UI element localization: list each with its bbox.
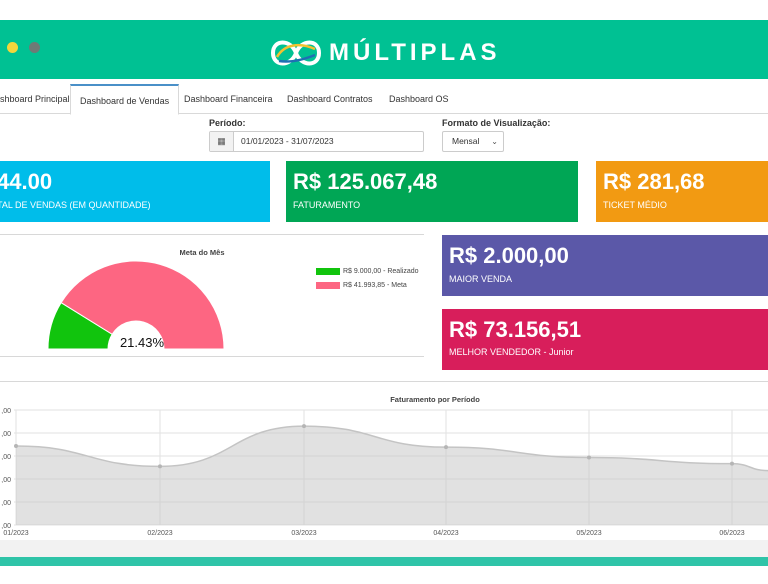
total-sales-caption: TAL DE VENDAS (EM QUANTIDADE)	[0, 200, 151, 210]
legend-label-realized: R$ 9.000,00 - Realizado	[343, 268, 419, 275]
revenue-caption: FATURAMENTO	[293, 200, 361, 210]
y-tick-label: ,00	[1, 523, 11, 530]
legend-label-goal: R$ 41.993,85 - Meta	[343, 282, 407, 289]
window-maximize-dot[interactable]	[29, 42, 40, 53]
gauge-title: Meta do Mês	[179, 248, 225, 257]
tab-dashboard-vendas[interactable]: Dashboard de Vendas	[70, 84, 180, 115]
tab-dashboard-contratos[interactable]: Dashboard Contratos	[287, 94, 373, 104]
y-tick-label: ,00	[1, 431, 11, 438]
calendar-icon[interactable]: ▦	[210, 132, 234, 151]
footer-strip	[0, 540, 768, 557]
y-tick-label: ,00	[1, 408, 11, 415]
tab-dashboard-financeira[interactable]: Dashboard Financeira	[184, 94, 273, 104]
brand-logo: MÚLTIPLAS	[265, 33, 505, 73]
brand-name: MÚLTIPLAS	[329, 39, 501, 66]
ticket-value: R$ 281,68	[603, 169, 705, 194]
dashboard-tabs: ashboard Principal Dashboard de Vendas D…	[0, 84, 768, 115]
goal-gauge-chart: 21.43%	[47, 260, 225, 350]
data-point-03/2023	[302, 424, 306, 429]
biggest-sale-value: R$ 2.000,00	[449, 243, 569, 268]
revenue-panel-top-border	[0, 381, 768, 382]
x-tick-label: 05/2023	[576, 530, 601, 537]
data-point-04/2023	[444, 445, 448, 450]
format-label: Formato de Visualização:	[442, 118, 551, 128]
gauge-panel-top-border	[0, 234, 424, 235]
data-point-02/2023	[158, 464, 162, 469]
data-point-06/2023	[730, 461, 734, 466]
x-tick-label: 04/2023	[433, 530, 458, 537]
chevron-down-icon: ⌄	[491, 137, 498, 146]
legend-swatch-goal	[316, 282, 340, 289]
total-sales-value: 44.00	[0, 169, 53, 194]
biggest-sale-caption: MAIOR VENDA	[449, 274, 513, 284]
window-minimize-dot[interactable]	[7, 42, 18, 53]
revenue-value: R$ 125.067,48	[293, 169, 438, 194]
tab-dashboard-os[interactable]: Dashboard OS	[389, 94, 449, 104]
y-tick-label: ,00	[1, 500, 11, 507]
revenue-chart-title: Faturamento por Período	[390, 395, 480, 404]
footer-bar	[0, 557, 768, 566]
gauge-slice-1	[60, 260, 225, 350]
x-tick-label: 06/2023	[719, 530, 744, 537]
data-point-05/2023	[587, 455, 591, 460]
card-biggest-sale: R$ 2.000,00 MAIOR VENDA	[442, 235, 768, 296]
infinity-logo-icon	[270, 40, 322, 66]
gauge-center-label: 21.43%	[120, 335, 165, 350]
y-tick-label: ,00	[1, 454, 11, 461]
card-total-sales: 44.00 TAL DE VENDAS (EM QUANTIDADE)	[0, 161, 270, 222]
tab-dashboard-principal[interactable]: ashboard Principal	[0, 94, 70, 104]
x-tick-label: 02/2023	[147, 530, 172, 537]
period-label: Período:	[209, 118, 246, 128]
best-seller-caption: MELHOR VENDEDOR - Junior	[449, 347, 574, 357]
period-date-range-input[interactable]: ▦ 01/01/2023 - 31/07/2023	[209, 131, 424, 152]
x-tick-label: 03/2023	[291, 530, 316, 537]
data-point-01/2023	[14, 444, 18, 449]
card-average-ticket: R$ 281,68 TICKET MÉDIO	[596, 161, 768, 222]
ticket-caption: TICKET MÉDIO	[603, 200, 667, 210]
top-margin	[0, 0, 768, 20]
x-tick-label: 01/2023	[3, 530, 28, 537]
legend-swatch-realized	[316, 268, 340, 275]
period-value: 01/01/2023 - 31/07/2023	[241, 136, 334, 146]
area-fill	[16, 426, 768, 525]
format-selected-value: Mensal	[452, 136, 480, 146]
gauge-panel-bottom-border	[0, 356, 424, 357]
best-seller-value: R$ 73.156,51	[449, 317, 582, 342]
format-select[interactable]: Mensal ⌄	[442, 131, 504, 152]
card-revenue: R$ 125.067,48 FATURAMENTO	[286, 161, 578, 222]
card-best-seller: R$ 73.156,51 MELHOR VENDEDOR - Junior	[442, 309, 768, 370]
y-tick-label: ,00	[1, 477, 11, 484]
app-header	[0, 20, 768, 79]
